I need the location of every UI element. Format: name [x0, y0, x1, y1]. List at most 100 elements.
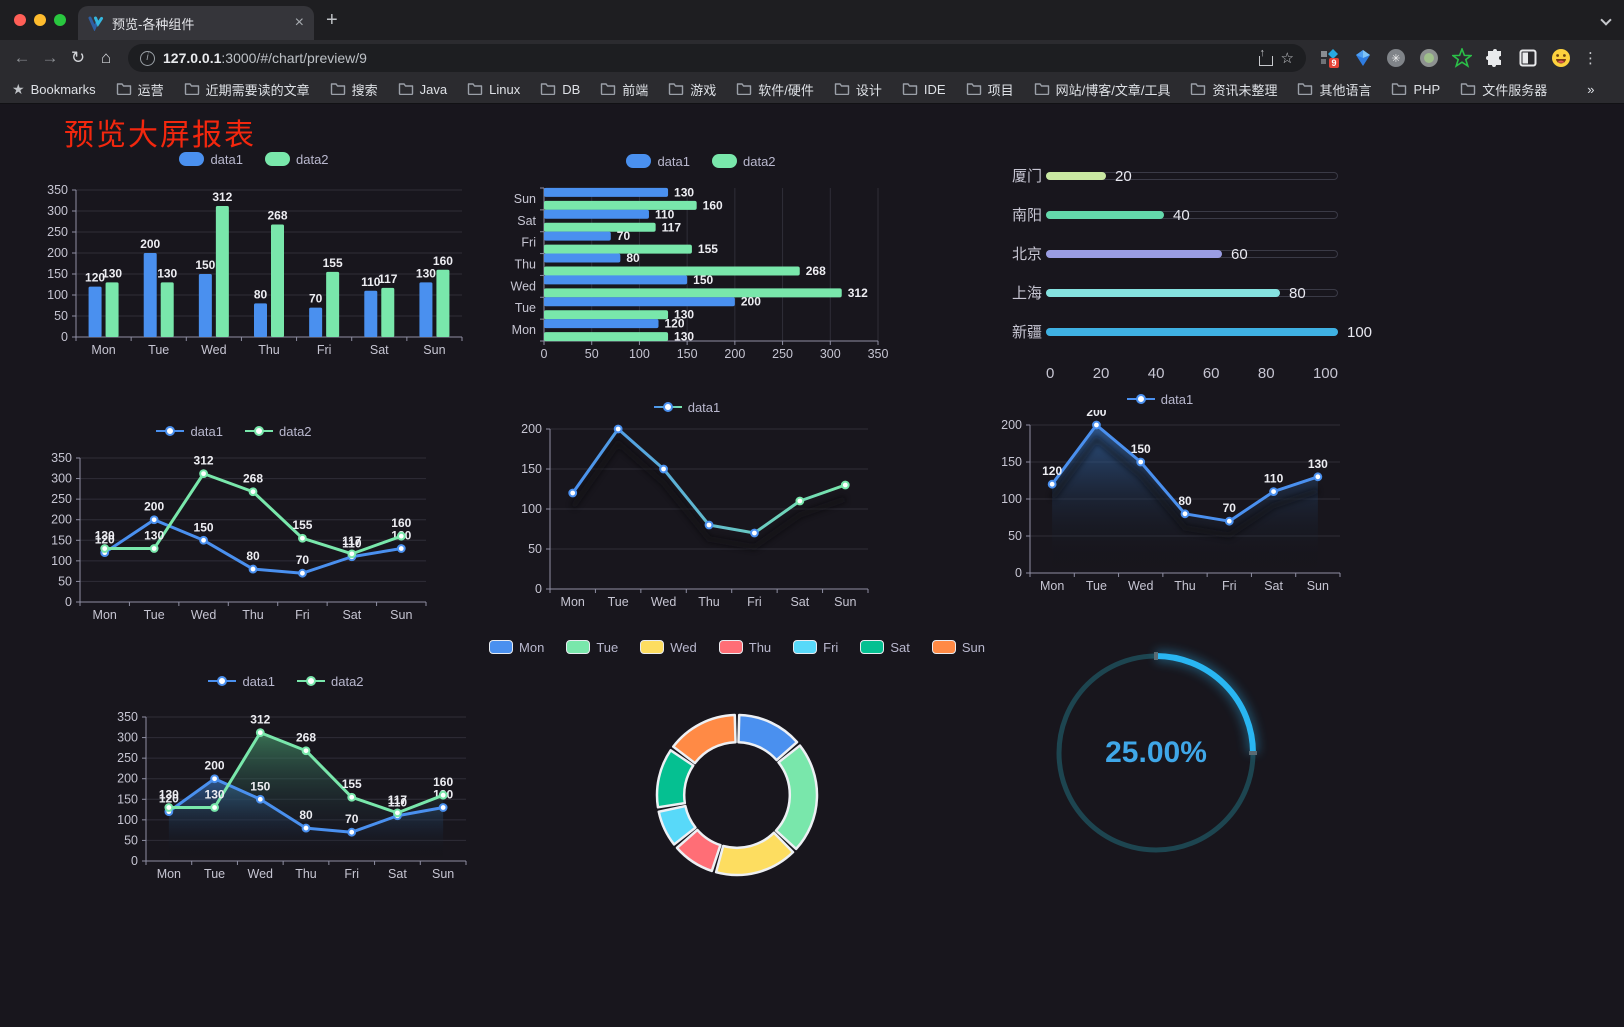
- legend-item-Fri[interactable]: Fri: [793, 640, 838, 655]
- svg-text:70: 70: [309, 292, 323, 306]
- bookmark-item-6[interactable]: 前端: [600, 80, 648, 99]
- bookmark-item-7[interactable]: 游戏: [668, 80, 716, 99]
- bookmark-item-9[interactable]: 设计: [834, 80, 882, 99]
- minimize-window-button[interactable]: [34, 14, 46, 26]
- legend-swatch: [489, 640, 514, 654]
- pie-slice-Mon[interactable]: [737, 713, 799, 762]
- svg-text:117: 117: [378, 272, 398, 286]
- bookmark-item-16[interactable]: 文件服务器: [1460, 80, 1547, 99]
- svg-text:312: 312: [194, 454, 214, 468]
- page-info-icon[interactable]: i: [140, 50, 155, 66]
- svg-text:Sun: Sun: [423, 343, 445, 357]
- legend-item-data1[interactable]: data1: [653, 400, 720, 415]
- bookmark-item-10[interactable]: IDE: [902, 82, 946, 98]
- chart-plot: [655, 713, 819, 877]
- forward-icon[interactable]: →: [41, 48, 59, 67]
- home-icon[interactable]: ⌂: [100, 48, 112, 67]
- url-text[interactable]: 127.0.0.1:3000/#/chart/preview/9: [163, 50, 367, 66]
- bookmark-item-3[interactable]: Java: [398, 82, 447, 98]
- svg-text:100: 100: [521, 502, 542, 516]
- legend-item-data1[interactable]: data1: [208, 674, 275, 689]
- bookmark-item-11[interactable]: 项目: [966, 80, 1014, 99]
- bookmark-star-icon[interactable]: ☆: [1280, 50, 1294, 67]
- bookmark-item-1[interactable]: 近期需要读的文章: [184, 80, 310, 99]
- svg-text:Wed: Wed: [1128, 579, 1154, 593]
- legend-item-Sun[interactable]: Sun: [931, 640, 985, 655]
- svg-text:150: 150: [117, 792, 138, 806]
- dot-circle-extension-icon[interactable]: [1419, 48, 1439, 68]
- svg-text:160: 160: [433, 775, 453, 789]
- legend-item-data1[interactable]: data1: [179, 152, 243, 167]
- half-square-extension-icon[interactable]: [1518, 48, 1538, 68]
- legend-item-data2[interactable]: data2: [245, 424, 312, 439]
- svg-text:0: 0: [535, 582, 542, 596]
- bookmark-item-4[interactable]: Linux: [467, 82, 520, 98]
- progress-fill: [1046, 210, 1164, 219]
- reload-icon[interactable]: ↻: [70, 48, 86, 67]
- address-bar[interactable]: i 127.0.0.1:3000/#/chart/preview/9 ☆: [128, 44, 1306, 72]
- bookmarks-overflow-button[interactable]: »: [1587, 82, 1595, 97]
- bookmark-item-13[interactable]: 资讯未整理: [1190, 80, 1277, 99]
- svg-text:268: 268: [267, 208, 287, 222]
- svg-text:150: 150: [1001, 455, 1022, 469]
- chart-legend: data1 data2: [30, 420, 438, 442]
- svg-text:50: 50: [1008, 529, 1022, 543]
- progress-label: 厦门: [1012, 168, 1043, 185]
- legend-item-data2[interactable]: data2: [297, 674, 364, 689]
- legend-item-data1[interactable]: data1: [156, 424, 223, 439]
- pie-slice-Wed[interactable]: [714, 831, 795, 877]
- bookmark-item-0[interactable]: 运营: [116, 80, 164, 99]
- legend-item-data1[interactable]: data1: [626, 154, 690, 169]
- maximize-window-button[interactable]: [54, 14, 66, 26]
- pie-slice-Thu[interactable]: [675, 828, 722, 873]
- progress-track: 40: [1046, 207, 1338, 224]
- asterisk-circle-extension-icon[interactable]: ✳: [1386, 48, 1406, 68]
- bookmark-item-5[interactable]: DB: [540, 82, 580, 98]
- bookmarks-manager[interactable]: ★ Bookmarks: [12, 81, 96, 97]
- kite-extension-icon[interactable]: [1353, 48, 1373, 68]
- bookmark-item-15[interactable]: PHP: [1391, 82, 1440, 98]
- legend-swatch: [566, 640, 591, 654]
- grid-badge-extension-icon[interactable]: 9: [1320, 48, 1340, 68]
- pie-slice-Fri[interactable]: [657, 804, 697, 846]
- pie-slice-Sun[interactable]: [672, 713, 737, 765]
- browser-menu-icon[interactable]: ⋮: [1583, 50, 1598, 67]
- legend-swatch: [245, 424, 273, 438]
- svg-text:Mon: Mon: [1040, 579, 1064, 593]
- svg-text:160: 160: [391, 516, 411, 530]
- legend-item-data1[interactable]: data1: [1126, 392, 1193, 407]
- legend-item-Thu[interactable]: Thu: [718, 640, 771, 655]
- svg-text:312: 312: [212, 190, 232, 204]
- legend-item-Mon[interactable]: Mon: [489, 640, 544, 655]
- svg-text:200: 200: [117, 772, 138, 786]
- legend-item-Tue[interactable]: Tue: [566, 640, 618, 655]
- bookmark-item-2[interactable]: 搜索: [330, 80, 378, 99]
- legend-item-data2[interactable]: data2: [265, 152, 329, 167]
- new-tab-button[interactable]: +: [326, 9, 338, 31]
- tab-search-chevron-icon[interactable]: [1600, 14, 1612, 26]
- emoji-extension-icon[interactable]: [1551, 48, 1571, 68]
- svg-text:130: 130: [159, 788, 179, 802]
- tab-close-icon[interactable]: ×: [294, 14, 304, 31]
- back-icon[interactable]: ←: [13, 48, 31, 67]
- bookmark-item-14[interactable]: 其他语言: [1297, 80, 1371, 99]
- progress-row-新疆: 新疆 100: [992, 312, 1372, 351]
- legend-item-data2[interactable]: data2: [712, 154, 776, 169]
- pie-slice-Sat[interactable]: [655, 749, 695, 809]
- puzzle-extension-icon[interactable]: [1485, 48, 1505, 68]
- progress-track: 100: [1046, 324, 1372, 341]
- bookmark-item-8[interactable]: 软件/硬件: [736, 80, 814, 99]
- close-window-button[interactable]: [14, 14, 26, 26]
- pie-slice-Tue[interactable]: [774, 744, 819, 851]
- browser-tab[interactable]: 预览-各种组件 ×: [78, 6, 314, 40]
- legend-item-Wed[interactable]: Wed: [640, 640, 697, 655]
- star-outline-extension-icon[interactable]: [1452, 48, 1472, 68]
- bookmark-item-12[interactable]: 网站/博客/文章/工具: [1034, 80, 1170, 99]
- svg-text:268: 268: [243, 472, 263, 486]
- svg-text:Fri: Fri: [1222, 579, 1237, 593]
- legend-swatch: [297, 674, 325, 688]
- legend-item-Sat[interactable]: Sat: [860, 640, 910, 655]
- share-icon[interactable]: [1258, 47, 1273, 66]
- folder-icon: [184, 82, 200, 98]
- dashboard-content: 预览大屏报表 data1 data2 0 50 100 150 200 250 300 350 Mo…: [0, 104, 1624, 1026]
